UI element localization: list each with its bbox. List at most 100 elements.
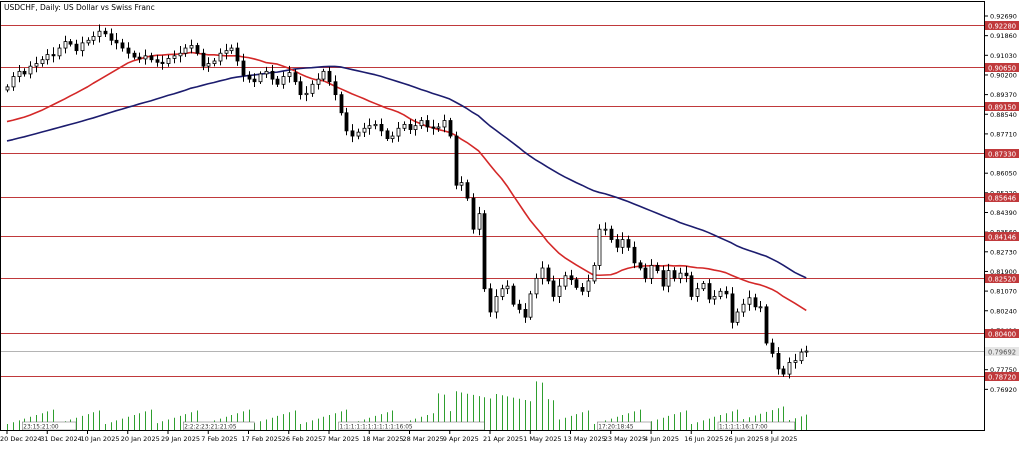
- candle: [34, 56, 39, 73]
- candle-body-bull: [413, 125, 418, 130]
- candle: [643, 263, 648, 283]
- volume-timestamp-label: 23:15:21:00: [23, 425, 59, 431]
- candle-body-bull: [166, 58, 171, 64]
- candle-body-bull: [678, 272, 683, 279]
- candle-body-bear: [638, 262, 643, 269]
- candle: [57, 44, 62, 60]
- volume-timestamp-label: 17:20:18:45: [598, 425, 634, 431]
- candle: [132, 50, 137, 60]
- candle: [764, 304, 769, 346]
- candle: [224, 43, 229, 60]
- candle: [166, 54, 171, 67]
- candle: [178, 45, 183, 63]
- candle: [592, 262, 597, 284]
- candle-body-bear: [327, 70, 332, 83]
- candle: [172, 50, 177, 64]
- candle: [17, 65, 22, 83]
- candle-body-bear: [465, 182, 470, 199]
- candle: [137, 52, 142, 63]
- candle-body-bull: [281, 76, 286, 85]
- candle-body-bear: [482, 213, 487, 290]
- candle: [758, 300, 763, 313]
- candle-body-bear: [114, 39, 119, 44]
- candle: [275, 76, 280, 88]
- candle: [189, 39, 194, 54]
- candle-body-bull: [718, 290, 723, 297]
- candle-body-bear: [68, 41, 73, 45]
- candle-body-bull: [28, 65, 33, 75]
- level-label: 0.78720: [988, 373, 1016, 381]
- candle: [80, 36, 85, 57]
- candle: [235, 42, 240, 66]
- candle-body-bull: [34, 63, 39, 67]
- candle-body-bear: [448, 120, 453, 137]
- candle: [45, 49, 50, 65]
- candle: [91, 31, 96, 45]
- x-tick-label: 20 Dec 2024: [0, 435, 42, 443]
- candle-body-bull: [45, 54, 50, 61]
- candle-body-bull: [172, 55, 177, 59]
- candle-body-bull: [540, 267, 545, 279]
- level-label: 0.82520: [988, 275, 1016, 283]
- candle: [195, 42, 200, 56]
- candle-body-bear: [379, 123, 384, 132]
- candle-body-bear: [730, 293, 735, 323]
- candle: [511, 283, 516, 307]
- candle-body-bear: [149, 55, 154, 61]
- candle-body-bear: [569, 275, 574, 281]
- candle-body-bull: [57, 47, 62, 57]
- candle-body-bear: [764, 306, 769, 344]
- candle-body-bull: [91, 36, 96, 41]
- candle: [615, 234, 620, 253]
- candle-body-bull: [310, 83, 315, 94]
- candle-body-bear: [408, 123, 413, 130]
- candle: [781, 365, 786, 377]
- candle: [454, 131, 459, 190]
- x-tick-label: 8 Jul 2025: [765, 435, 798, 443]
- candle-body-bear: [385, 130, 390, 140]
- candle: [310, 80, 315, 97]
- candle: [356, 128, 361, 140]
- candle-body-bull: [477, 213, 482, 230]
- candle: [482, 210, 487, 292]
- candle: [770, 338, 775, 358]
- volume-timestamp-label: 1:1:1:1:16:17:00: [719, 425, 768, 431]
- candle: [724, 286, 729, 299]
- candle-body-bear: [333, 81, 338, 96]
- candle: [620, 232, 625, 254]
- candle-body-bull: [206, 63, 211, 67]
- candle: [155, 54, 160, 67]
- candle: [546, 264, 551, 285]
- candle-body-bull: [436, 126, 441, 129]
- candle: [666, 263, 671, 293]
- candle: [367, 118, 372, 135]
- candle-body-bear: [344, 112, 349, 132]
- candle-body-bull: [178, 52, 183, 57]
- candle-body-bull: [787, 362, 792, 375]
- candle: [28, 61, 33, 79]
- candle: [109, 28, 114, 46]
- level-label-box: [985, 149, 1019, 158]
- candle-body-bear: [195, 45, 200, 54]
- candle-body-bull: [218, 52, 223, 62]
- x-tick-label: 26 Feb 2025: [282, 435, 322, 443]
- candle: [448, 117, 453, 139]
- level-label-box: [985, 232, 1019, 241]
- candle-body-bull: [597, 228, 602, 266]
- x-tick-label: 17 Feb 2025: [242, 435, 282, 443]
- candle-body-bull: [500, 288, 505, 297]
- candle-body-bear: [661, 270, 666, 287]
- candle-body-bear: [632, 246, 637, 264]
- current-price-label: 0.79692: [988, 348, 1016, 356]
- candle-body-bull: [603, 228, 608, 231]
- level-label-box: [985, 329, 1019, 338]
- level-label-box: [985, 274, 1019, 283]
- x-tick-label: 16 Jun 2025: [684, 435, 723, 443]
- candle-body-bear: [546, 267, 551, 282]
- candles-layer: [5, 24, 809, 379]
- chart-title: USDCHF, Daily: US Dollar vs Swiss Franc: [4, 3, 155, 12]
- candle: [264, 66, 269, 78]
